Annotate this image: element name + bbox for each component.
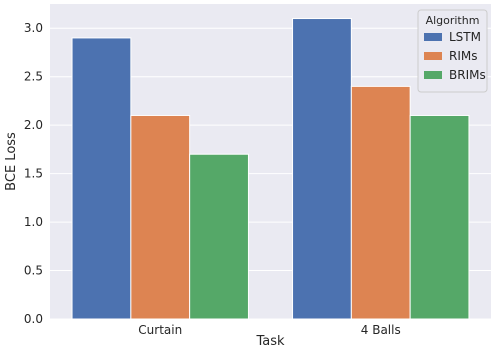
y-axis-ticks: 0.0 0.5 1.0 1.5 2.0 2.5 3.0 — [24, 21, 43, 326]
y-tick-label: 2.5 — [24, 70, 43, 84]
legend-swatch-rims — [424, 52, 442, 60]
legend-label-lstm: LSTM — [449, 30, 481, 44]
x-tick-label: 4 Balls — [361, 323, 401, 337]
bar-lstm-1 — [292, 18, 352, 320]
bar-brims-0 — [189, 153, 249, 320]
y-tick-label: 0.0 — [24, 312, 43, 326]
x-tick-label: Curtain — [138, 323, 182, 337]
legend-title: Algorithm — [426, 14, 480, 27]
legend-swatch-lstm — [424, 33, 442, 41]
legend: Algorithm LSTM RIMs BRIMs — [417, 9, 488, 93]
bar-lstm-0 — [71, 37, 132, 320]
legend-label-brims: BRIMs — [449, 68, 486, 82]
y-tick-label: 2.0 — [24, 118, 43, 132]
bar-rims-1 — [350, 85, 411, 320]
legend-items: LSTM RIMs BRIMs — [424, 30, 486, 82]
y-tick-label: 1.5 — [24, 167, 43, 181]
y-tick-label: 0.5 — [24, 264, 43, 278]
x-axis-ticks: Curtain 4 Balls — [138, 323, 400, 337]
y-axis-label: BCE Loss — [4, 132, 19, 191]
bar-rims-0 — [130, 114, 191, 320]
bar-brims-1 — [409, 114, 470, 320]
x-axis-label: Task — [255, 334, 285, 349]
bars — [71, 18, 470, 320]
legend-swatch-brims — [424, 71, 442, 79]
y-tick-label: 3.0 — [24, 21, 43, 35]
y-tick-label: 1.0 — [24, 215, 43, 229]
legend-label-rims: RIMs — [449, 49, 477, 63]
